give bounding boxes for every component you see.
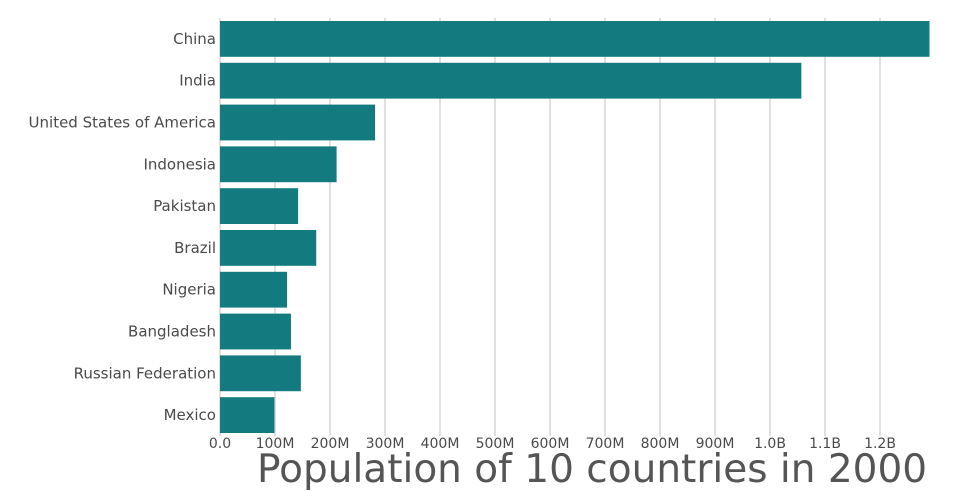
x-tick-label: 400M [421,436,460,452]
bar-layer [220,21,930,433]
category-labels: China India United States of America Indone… [29,30,216,424]
category-label: Indonesia [143,155,216,173]
x-tick-label: 1.0B [754,436,786,452]
bar-pakistan[interactable] [220,188,299,224]
bar-mexico[interactable] [220,397,275,433]
x-tick-label: 600M [531,436,570,452]
x-tick-label: 800M [641,436,680,452]
bar-nigeria[interactable] [220,271,288,308]
x-tick-label: 1.2B [864,436,896,452]
x-tick-label: 1.1B [809,436,841,452]
tick-labels: 0.0 100M 200M 300M 400M 500M 600M 700M 800M 900M 1… [209,436,896,452]
x-tick-label: 500M [476,436,515,452]
bar-brazil[interactable] [220,230,317,266]
category-label: Bangladesh [128,323,216,341]
category-label: India [179,72,216,90]
x-tick-label: 900M [696,436,735,452]
category-label: Russian Federation [74,364,216,382]
category-label: Nigeria [162,281,216,299]
chart-title: Population of 10 countries in 2000 [257,447,928,492]
x-tick-label: 100M [256,436,295,452]
bar-bangladesh[interactable] [220,313,291,350]
category-label: Brazil [174,239,216,257]
x-tick-label: 0.0 [209,436,231,452]
x-tick-label: 200M [311,436,350,452]
bar-india[interactable] [220,62,802,99]
bar-china[interactable] [220,21,930,57]
x-tick-label: 300M [366,436,405,452]
category-label: Mexico [164,406,216,424]
category-label: Pakistan [153,197,216,215]
category-label: China [173,30,216,48]
category-label: United States of America [29,114,216,132]
bar-russian-federation[interactable] [220,355,301,392]
bar-united-states-of-america[interactable] [220,104,376,141]
x-tick-label: 700M [586,436,625,452]
bar-indonesia[interactable] [220,146,337,183]
